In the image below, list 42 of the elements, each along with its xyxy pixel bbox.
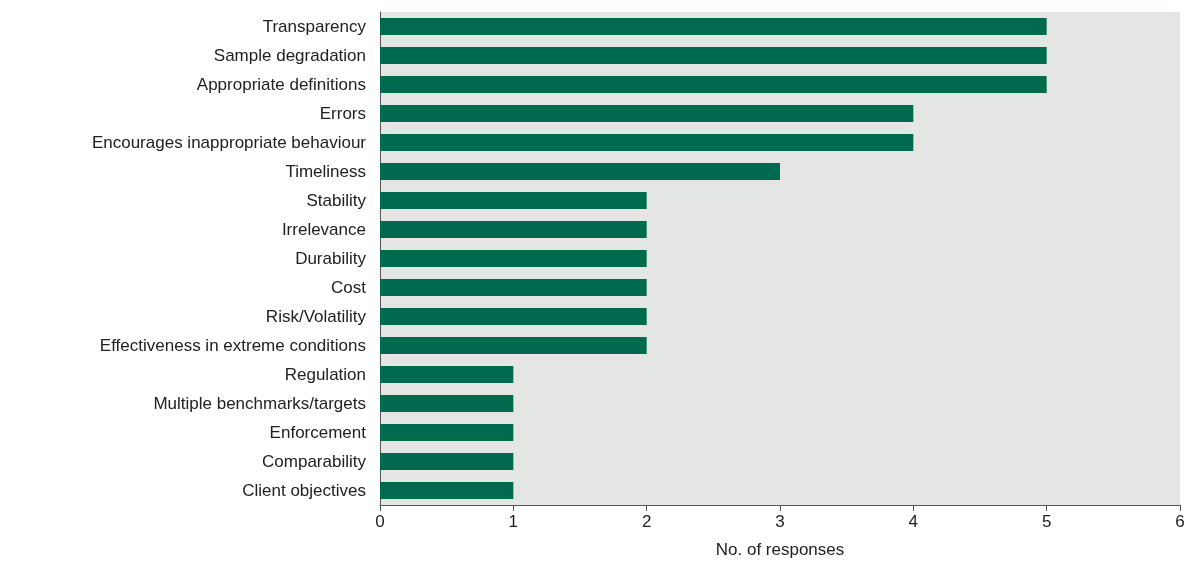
bar <box>380 18 1047 35</box>
y-tick-label: Comparability <box>262 452 367 471</box>
bar <box>380 105 914 122</box>
x-tick-label: 3 <box>775 512 785 531</box>
y-tick-label: Multiple benchmarks/targets <box>153 394 366 413</box>
x-tick-label: 0 <box>375 512 385 531</box>
bar <box>380 47 1047 64</box>
y-tick-label: Regulation <box>284 365 366 384</box>
bar <box>380 134 914 151</box>
y-tick-label: Errors <box>319 104 366 123</box>
bar <box>380 482 514 499</box>
x-tick-label: 1 <box>508 512 519 531</box>
bar <box>380 308 647 325</box>
bar <box>380 337 647 354</box>
bar <box>380 192 647 209</box>
bar <box>380 279 647 296</box>
y-tick-label: Cost <box>331 278 367 297</box>
y-tick-label: Irrelevance <box>281 220 366 239</box>
y-tick-label: Durability <box>295 249 367 268</box>
bar <box>380 453 514 470</box>
x-axis-title: No. of responses <box>715 540 845 559</box>
y-tick-label: Client objectives <box>242 481 366 500</box>
y-tick-label: Transparency <box>262 17 367 36</box>
x-tick-label: 6 <box>1175 512 1185 531</box>
x-tick-label: 4 <box>908 512 919 531</box>
y-tick-label: Timeliness <box>285 162 366 181</box>
y-tick-label: Enforcement <box>269 423 367 442</box>
bar <box>380 395 514 412</box>
bar <box>380 366 514 383</box>
y-tick-label: Risk/Volatility <box>265 307 367 326</box>
x-tick-label: 5 <box>1041 512 1052 531</box>
bar <box>380 163 780 180</box>
bar <box>380 250 647 267</box>
y-tick-label: Appropriate definitions <box>196 75 366 94</box>
x-tick-label: 2 <box>641 512 652 531</box>
y-tick-label: Stability <box>306 191 367 210</box>
bar <box>380 424 514 441</box>
bar <box>380 221 647 238</box>
y-tick-label: Encourages inappropriate behaviour <box>91 133 367 152</box>
y-tick-label: Effectiveness in extreme conditions <box>99 336 366 355</box>
bar <box>380 76 1047 93</box>
y-tick-label: Sample degradation <box>213 46 366 65</box>
